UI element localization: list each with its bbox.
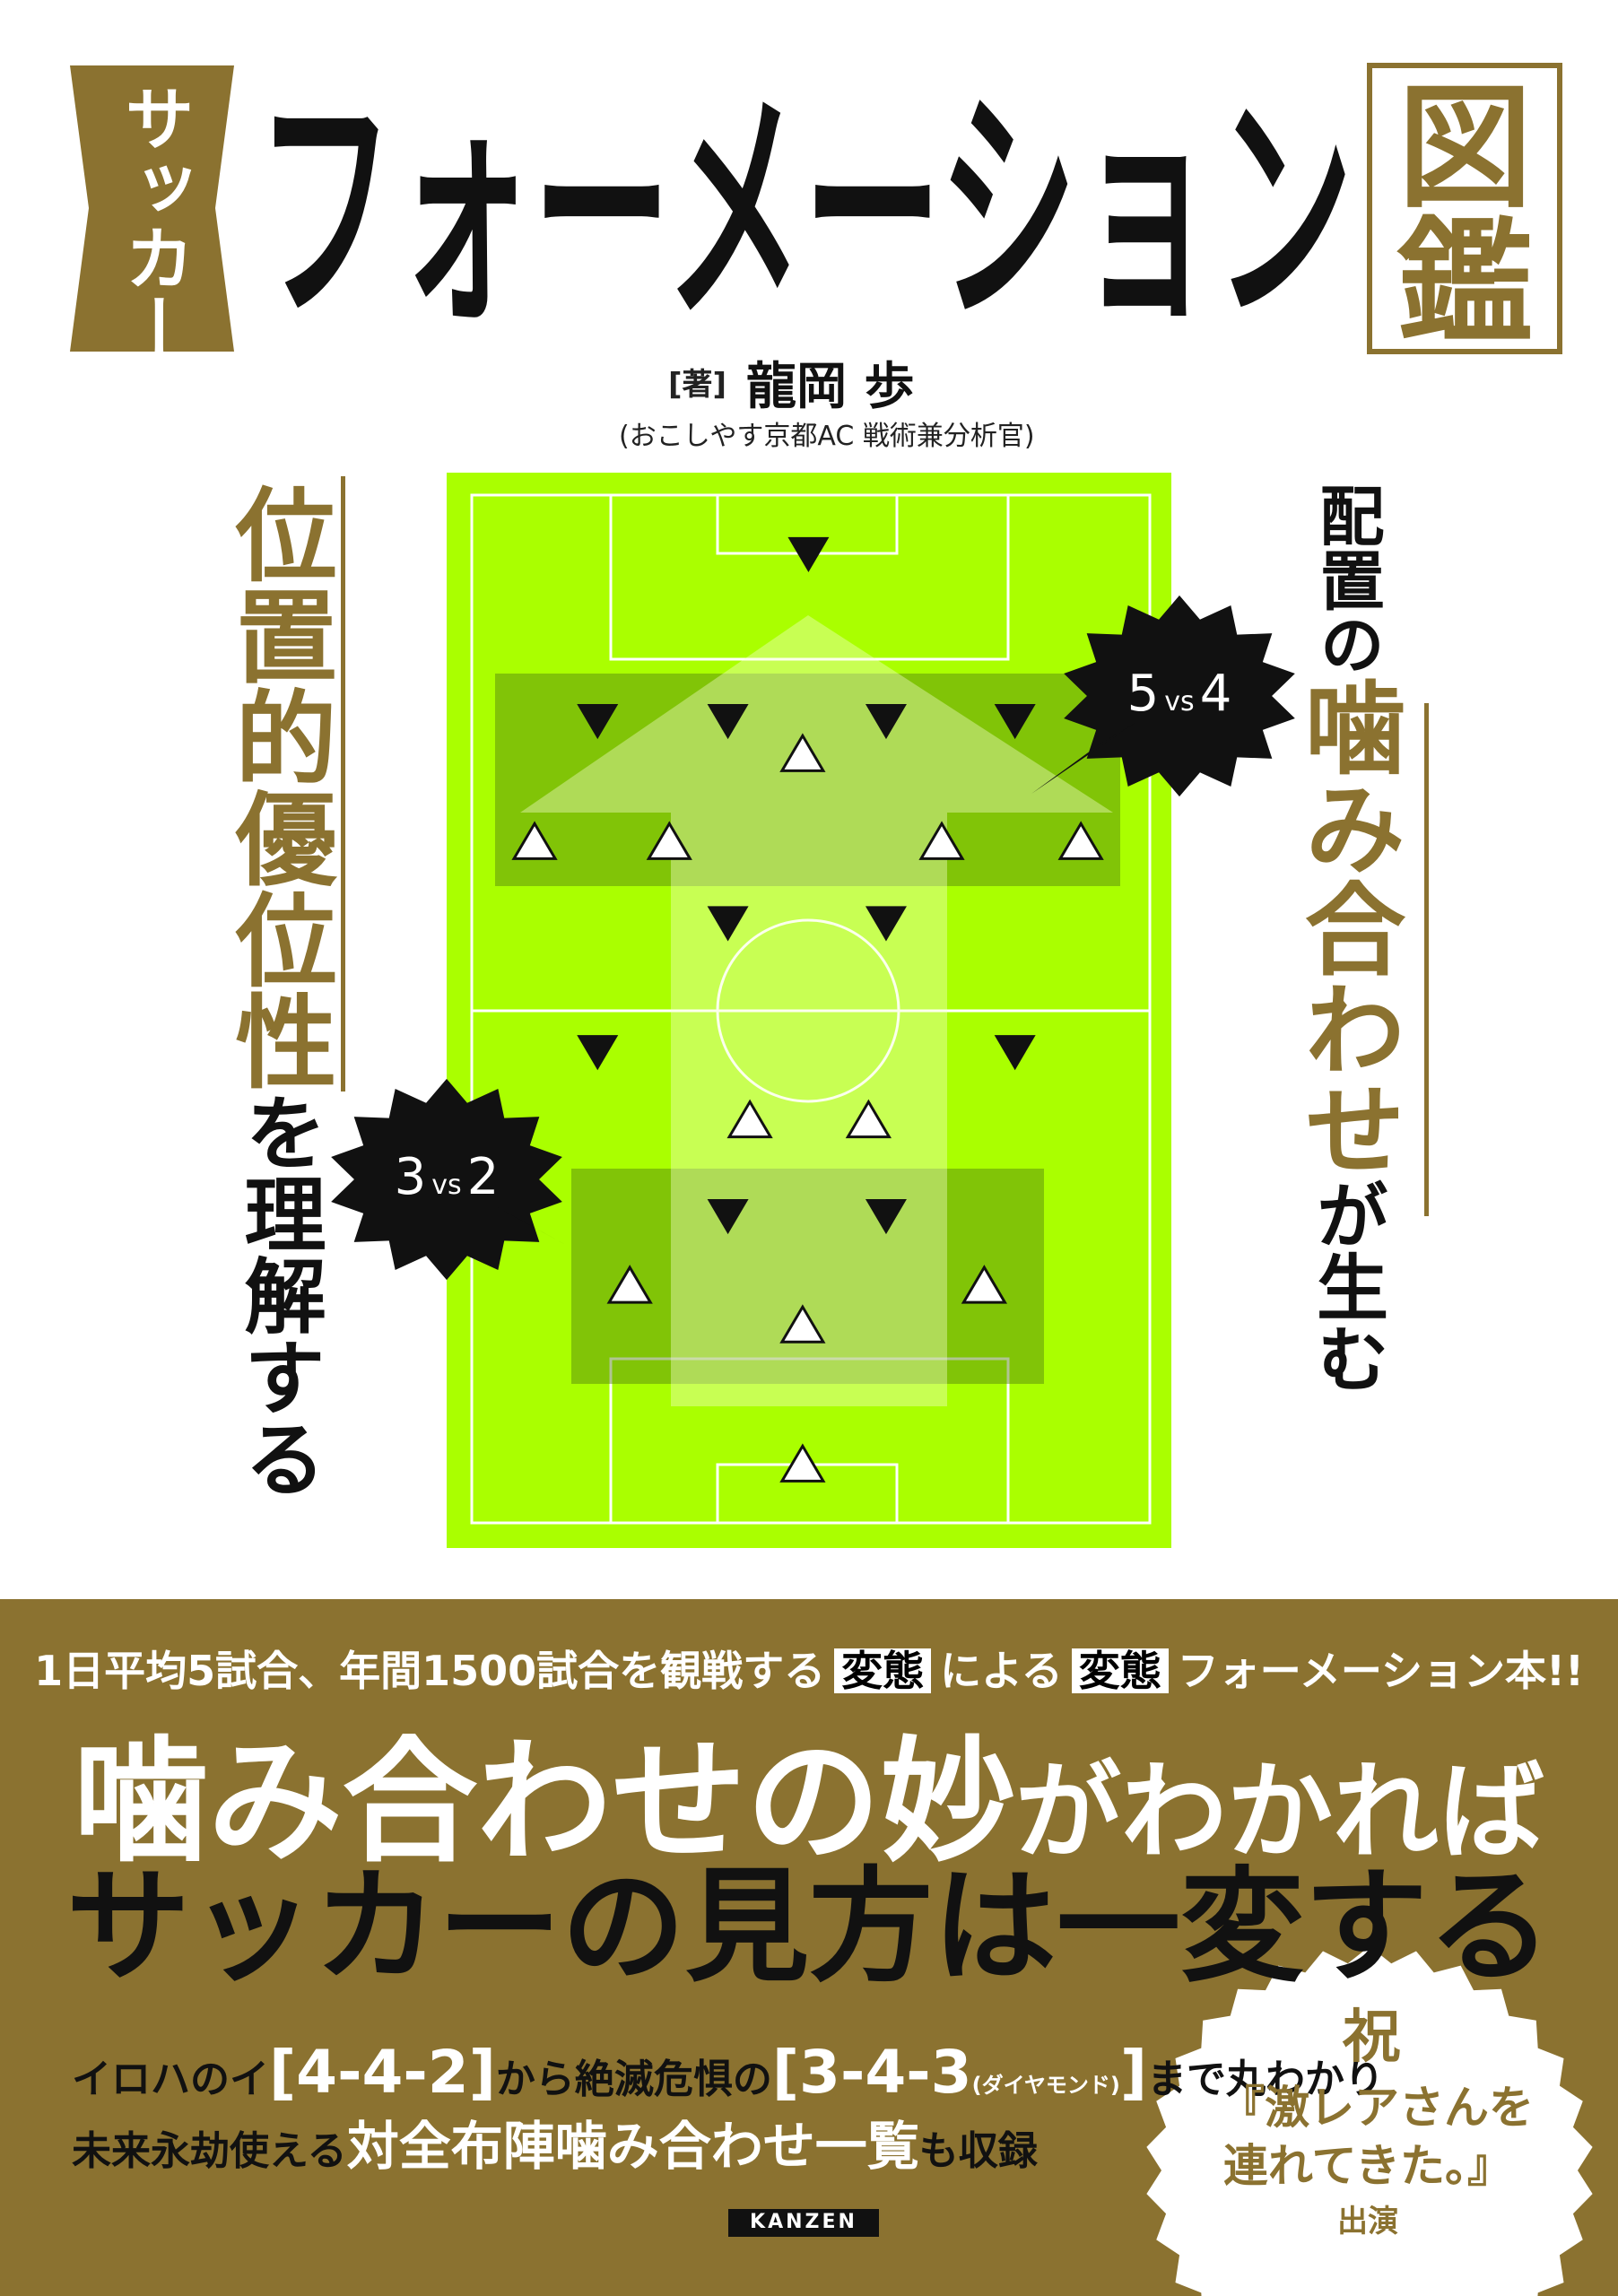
detail-2: 未来永劫使える 対全布陣噛み合わせ一覧 も収録	[72, 2120, 1038, 2172]
team-marker	[646, 821, 692, 860]
opponent-marker	[707, 906, 749, 942]
intro-highlight: 変態	[834, 1648, 932, 1693]
left-rule	[341, 476, 345, 1091]
callout-burst	[331, 1078, 562, 1281]
intro-text: フォーメーション本!!	[1177, 1647, 1584, 1695]
badge: サッカー	[113, 83, 194, 362]
callout-left: 5	[1127, 665, 1160, 723]
team-marker	[779, 733, 826, 772]
detail-1: イロハのイ [4-4-2] から絶滅危惧の [3-4-3 (ダイヤモンド)] まで丸わかり	[72, 2043, 1384, 2102]
detail-text: イロハのイ	[72, 2057, 269, 2102]
detail-formation: ]	[1119, 2038, 1147, 2107]
headline-emphasis: 噛み合わせの妙	[73, 1725, 1015, 1881]
callout-vs: vs	[431, 1170, 462, 1201]
opponent-marker	[994, 1035, 1036, 1071]
right-rule	[1424, 703, 1429, 1216]
seal-line: 『激レアさんを	[1220, 2082, 1534, 2134]
detail-text: から絶滅危惧の	[495, 2057, 772, 2102]
team-marker	[511, 821, 558, 860]
callout-tail	[495, 1206, 610, 1269]
tagline-rest: を理解する	[231, 1091, 325, 1499]
opponent-marker	[707, 1198, 749, 1235]
author: 龍岡 歩	[746, 358, 915, 416]
detail-emphasis: 対全布陣噛み合わせ一覧	[346, 2116, 919, 2177]
tagline-emphasis: 位置的優位性	[218, 483, 336, 1091]
headline-rest: がわかれば	[1015, 1750, 1545, 1874]
opponent-marker	[577, 704, 619, 740]
callout-right: 2	[466, 1148, 500, 1206]
detail-text: も収録	[918, 2128, 1038, 2174]
seal-line: 連れてきた。』	[1223, 2140, 1512, 2192]
intro-text: 1日平均5試合、年間1500試合を観戦する	[34, 1647, 826, 1695]
suffix-frame	[1367, 63, 1562, 354]
author-affiliation: (おこしやす京都AC 戦術兼分析官)	[619, 421, 1035, 452]
detail-text: まで丸わかり	[1147, 2057, 1384, 2102]
callout-right: 4	[1199, 665, 1232, 723]
opponent-marker	[577, 1035, 619, 1071]
team-marker	[845, 1099, 892, 1139]
opponent-marker	[865, 906, 907, 942]
left-tagline: 位置的優位性を理解する	[218, 483, 336, 1499]
intro-highlight: 変態	[1071, 1648, 1169, 1693]
opponent-marker	[707, 704, 749, 740]
publisher: KANZEN	[750, 2211, 857, 2233]
right-tagline: 配置の噛み合わせが生む	[1288, 483, 1405, 1394]
callout-label: 3 vs 2	[357, 1152, 536, 1203]
headline-1: 噛み合わせの妙 がわかれば	[0, 1735, 1618, 1870]
intro-line: 1日平均5試合、年間1500試合を観戦する 変態 による 変態 フォーメーション本!!	[0, 1648, 1618, 1693]
seal-mark: 祝	[1343, 2005, 1400, 2071]
team-marker	[918, 821, 965, 860]
team-marker	[779, 1304, 826, 1344]
author-role: [著]	[668, 367, 727, 403]
badge-shape	[70, 65, 234, 352]
callout-label: 5 vs 4	[1090, 669, 1269, 719]
opponent-marker	[787, 536, 830, 572]
tagline-rest: が生む	[1305, 1178, 1388, 1394]
opponent-marker	[865, 1198, 907, 1235]
callout-tail	[1031, 723, 1135, 794]
title: フォーメーション	[257, 65, 1353, 358]
team-marker	[726, 1099, 773, 1139]
seal-line: 出演	[1337, 2204, 1398, 2239]
team-marker	[606, 1265, 653, 1304]
tagline-lead: 配置の	[1309, 483, 1384, 676]
callout-burst	[1064, 595, 1295, 797]
publisher-box	[728, 2209, 879, 2237]
headline-2: サッカーの見方は一変する	[65, 1855, 1552, 1999]
pitch	[447, 473, 1171, 1548]
opponent-marker	[865, 704, 907, 740]
opponent-marker	[994, 704, 1036, 740]
tagline-emphasis: 噛み合わせ	[1288, 676, 1405, 1178]
detail-formation: [3-4-3	[771, 2038, 972, 2107]
team-marker	[1057, 821, 1104, 860]
detail-formation: [4-4-2]	[269, 2038, 496, 2107]
intro-text: による	[940, 1647, 1063, 1695]
detail-note: (ダイヤモンド)	[971, 2073, 1120, 2098]
callout-vs: vs	[1164, 686, 1195, 718]
detail-text: 未来永劫使える	[72, 2128, 347, 2174]
team-marker	[779, 1443, 826, 1483]
team-marker	[961, 1265, 1007, 1304]
seal	[1146, 1946, 1593, 2296]
callout-left: 3	[394, 1148, 427, 1206]
title-suffix: 図鑑	[1375, 76, 1531, 345]
